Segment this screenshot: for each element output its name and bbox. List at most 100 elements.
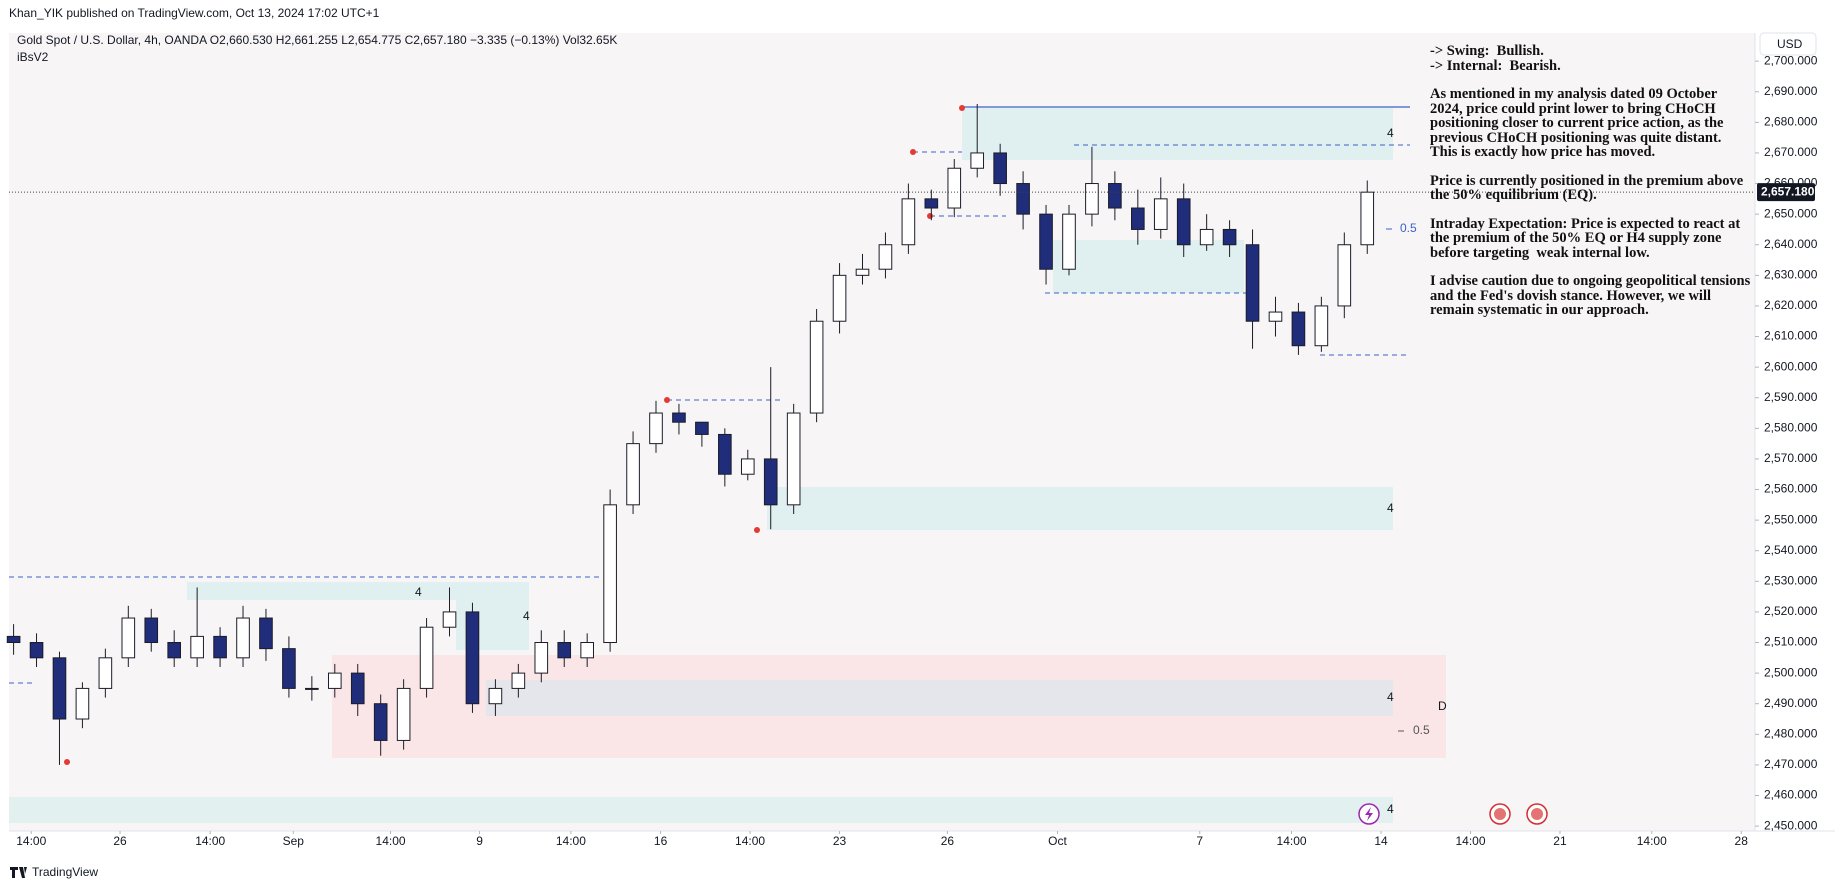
zone-label: 4 [415, 585, 422, 599]
zone-label: D [1438, 699, 1447, 713]
candle-body [855, 268, 870, 276]
candle-body [580, 642, 594, 659]
candle-body [213, 635, 227, 659]
y-tick-label: 2,610.000 [1764, 329, 1818, 343]
y-tick-label: 2,700.000 [1764, 53, 1818, 67]
y-tick-label: 2,530.000 [1764, 573, 1818, 587]
x-tick-label: 23 [833, 834, 847, 848]
note-paragraph: Intraday Expectation: Price is expected … [1430, 215, 1744, 261]
x-tick-label: 9 [476, 834, 483, 848]
zone-label: 4 [1387, 802, 1394, 816]
swing-point [959, 105, 965, 111]
candle-body [167, 642, 182, 659]
candle-body [29, 642, 44, 659]
y-tick-label: 2,680.000 [1764, 115, 1818, 129]
x-tick-label: 16 [654, 834, 668, 848]
candle-body [557, 642, 572, 659]
candle-body [603, 504, 617, 644]
candle-body [1268, 311, 1283, 322]
flag-glyph [1494, 808, 1506, 820]
candle-body [878, 244, 893, 270]
order-block [1053, 240, 1244, 293]
candle-body [649, 412, 663, 445]
candle-body [763, 458, 778, 506]
swing-point [910, 149, 916, 155]
candle-body [1085, 183, 1099, 215]
candle-body [740, 458, 755, 475]
x-tick-label: 14:00 [735, 834, 765, 848]
candle-body [1199, 228, 1214, 246]
candle-body [259, 617, 273, 650]
candle-body [511, 672, 526, 689]
candle-body [465, 611, 480, 705]
candle-body [1337, 244, 1352, 307]
candle-body [282, 648, 296, 689]
zone-label: 4 [1387, 501, 1394, 515]
note-paragraph: -> Swing: Bullish. -> Internal: Bearish. [1430, 43, 1561, 74]
candle-body [809, 320, 824, 414]
candle-body [6, 635, 21, 644]
y-tick-label: 2,540.000 [1764, 543, 1818, 557]
candle-body [1222, 228, 1237, 246]
candle-body [947, 167, 962, 209]
x-tick-label: 14 [1374, 834, 1388, 848]
y-tick-label: 2,480.000 [1764, 726, 1818, 740]
candle-body [1314, 305, 1329, 347]
candle-body [488, 687, 503, 705]
currency-button[interactable] [1759, 32, 1817, 56]
candle-body [1291, 311, 1306, 347]
candle-body [52, 657, 67, 720]
event-icon-glyph [1365, 807, 1373, 821]
candle-body [1062, 213, 1076, 270]
y-tick-label: 2,490.000 [1764, 696, 1818, 710]
y-tick-label: 2,670.000 [1764, 145, 1818, 159]
swing-point [754, 527, 760, 533]
swing-point [664, 397, 670, 403]
candle-body [534, 642, 549, 674]
candle-body [75, 687, 90, 720]
candle-body [327, 672, 342, 689]
candle-body [970, 152, 985, 169]
candle-body [190, 635, 204, 659]
brand-logo [10, 867, 27, 878]
x-tick-label: 7 [1196, 834, 1203, 848]
swing-point [927, 213, 933, 219]
y-tick-label: 2,630.000 [1764, 268, 1818, 282]
y-tick-label: 2,640.000 [1764, 237, 1818, 251]
x-tick-label: 14:00 [556, 834, 586, 848]
y-tick-label: 2,600.000 [1764, 359, 1818, 373]
y-tick-label: 2,460.000 [1764, 788, 1818, 802]
order-block [9, 797, 1393, 823]
order-block [767, 487, 1393, 530]
candle-body [1360, 191, 1375, 246]
candle-body [626, 443, 640, 506]
swing-point [64, 759, 70, 765]
candle-body [1153, 198, 1168, 230]
candle-body [1108, 183, 1122, 209]
candle-body [419, 626, 434, 689]
analysis-note: -> Swing: Bullish. -> Internal: Bearish.… [1430, 44, 1752, 332]
candle-body [924, 198, 939, 209]
x-tick-label: 14:00 [1277, 834, 1307, 848]
y-tick-label: 2,570.000 [1764, 451, 1818, 465]
zone-label: 4 [1387, 126, 1394, 140]
x-tick-label: Oct [1048, 834, 1067, 848]
candle-body [305, 687, 319, 690]
x-tick-label: 26 [113, 834, 127, 848]
order-block [187, 582, 529, 600]
x-tick-label: 14:00 [1637, 834, 1667, 848]
x-tick-label: Sep [283, 834, 305, 848]
x-tick-label: 14:00 [1455, 834, 1485, 848]
x-tick-label: 14:00 [16, 834, 46, 848]
publisher: Khan_YIK published on TradingView.com, O… [9, 6, 380, 20]
candle-body [901, 198, 916, 246]
y-tick-label: 2,650.000 [1764, 206, 1818, 220]
x-tick-label: 26 [941, 834, 955, 848]
last-price-box [1757, 183, 1815, 202]
y-tick-label: 2,580.000 [1764, 421, 1818, 435]
candle-body [718, 433, 732, 475]
y-tick-label: 2,520.000 [1764, 604, 1818, 618]
eq-label: 0.5 [1400, 221, 1417, 235]
y-tick-label: 2,560.000 [1764, 482, 1818, 496]
